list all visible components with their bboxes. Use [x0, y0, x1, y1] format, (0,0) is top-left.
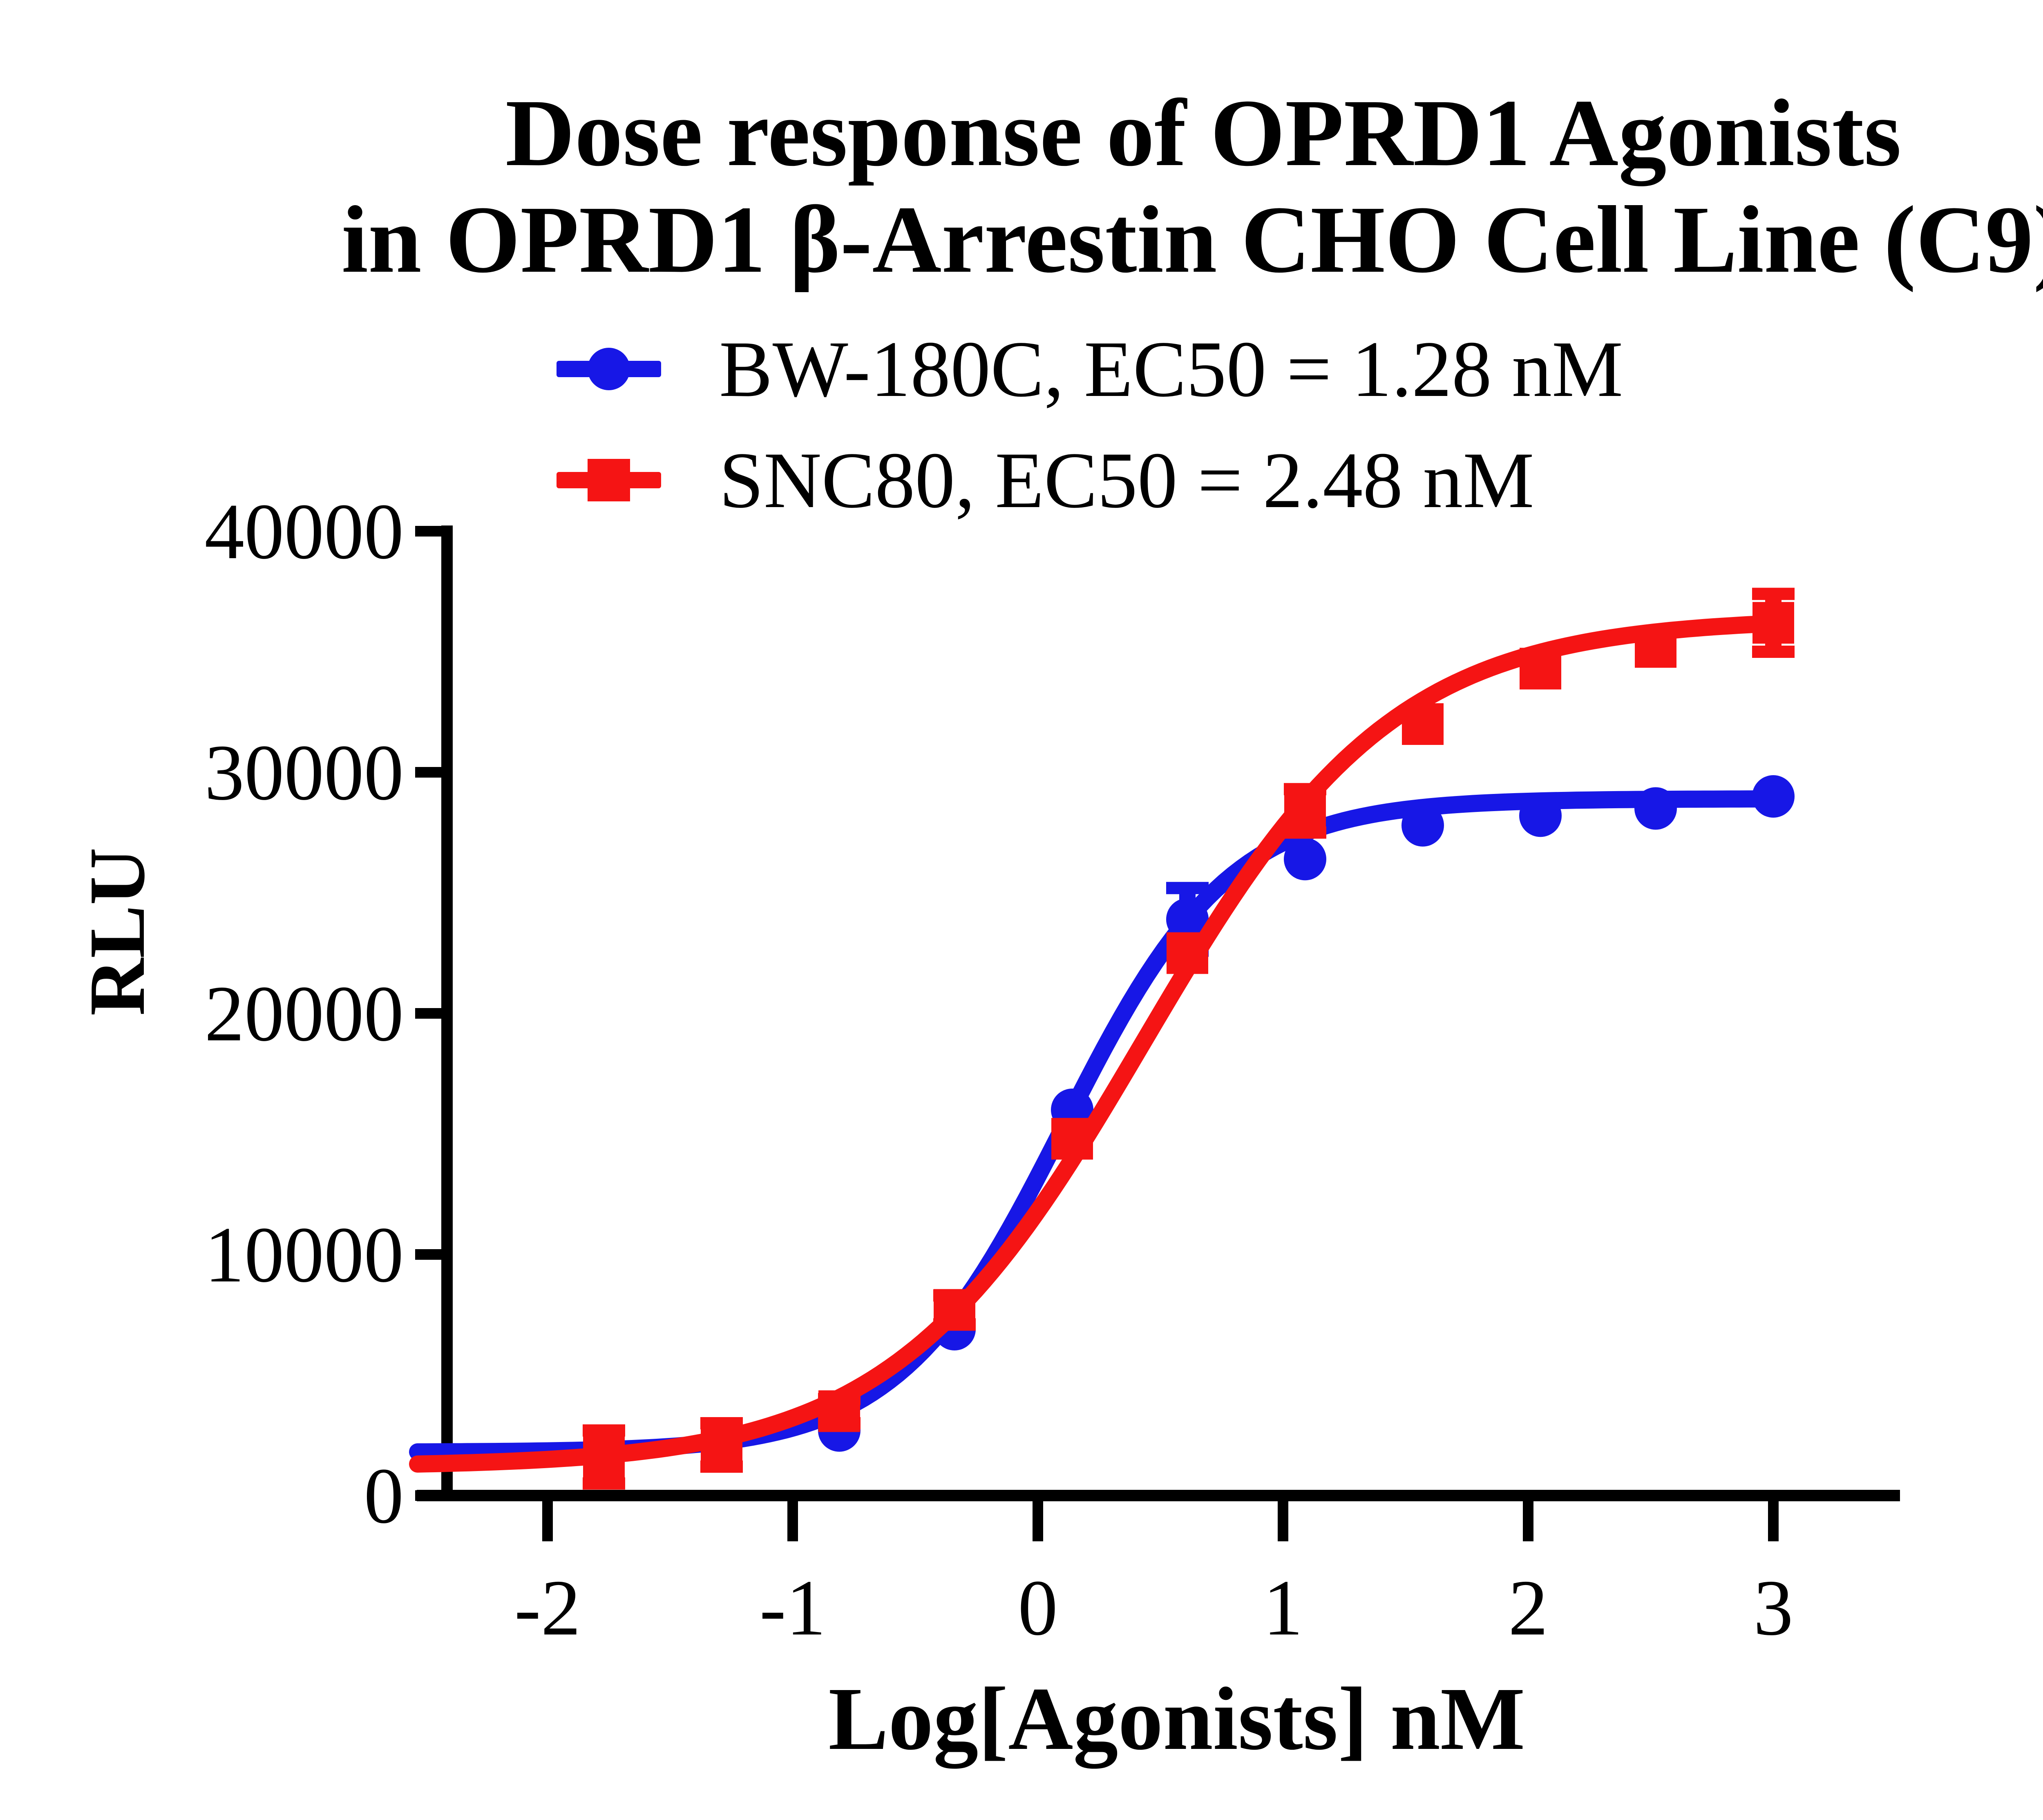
legend-marker-snc80 [557, 450, 661, 510]
x-tick-label--2: -2 [514, 1564, 581, 1652]
marker-snc80-5 [1167, 932, 1208, 974]
marker-snc80-10 [1752, 602, 1794, 644]
x-tick-label-2: 2 [1508, 1564, 1548, 1652]
y-axis-title: RLU [73, 847, 161, 1016]
marker-snc80-1 [701, 1424, 742, 1466]
legend-label-snc80: SNC80, EC50 = 2.48 nM [719, 436, 1534, 525]
y-tick-label-40000: 40000 [205, 487, 404, 576]
chart-title-line2: in OPRD1 β-Arrestin CHO Cell Line (C9) [341, 186, 2043, 293]
x-axis-title: Log[Agonists] nM [828, 1669, 1525, 1769]
chart-title-line1: Dose response of OPRD1 Agonists [505, 80, 1902, 186]
marker-bw-180c-5 [1166, 898, 1209, 941]
legend-circle-icon [588, 348, 630, 390]
x-tick-label-3: 3 [1753, 1564, 1793, 1652]
legend-item-bw-180c: BW-180C, EC50 = 1.28 nM [557, 325, 1623, 414]
y-tick-label-10000: 10000 [205, 1211, 404, 1299]
x-tick-label-1: 1 [1263, 1564, 1303, 1652]
marker-snc80-3 [934, 1289, 975, 1331]
marker-snc80-9 [1635, 626, 1676, 668]
marker-snc80-4 [1051, 1118, 1093, 1160]
marker-bw-180c-6 [1284, 838, 1326, 881]
legend: BW-180C, EC50 = 1.28 nM SNC80, EC50 = 2.… [557, 325, 1623, 525]
marker-bw-180c-8 [1519, 794, 1562, 837]
marker-bw-180c-9 [1634, 787, 1677, 830]
x-tick-label-0: 0 [1018, 1564, 1058, 1652]
marker-snc80-7 [1402, 703, 1444, 745]
y-tick-label-0: 0 [364, 1452, 404, 1540]
marker-snc80-2 [818, 1390, 860, 1432]
chart-title: Dose response of OPRD1 Agonists in OPRD1… [282, 80, 2043, 293]
y-tick-label-30000: 30000 [205, 729, 404, 817]
y-tick-label-20000: 20000 [205, 970, 404, 1058]
legend-item-snc80: SNC80, EC50 = 2.48 nM [557, 436, 1623, 525]
marker-bw-180c-7 [1401, 804, 1444, 847]
x-tick-label--1: -1 [760, 1564, 826, 1652]
legend-marker-bw-180c [557, 339, 661, 399]
marker-snc80-0 [583, 1436, 625, 1478]
marker-snc80-6 [1284, 790, 1326, 832]
marker-snc80-8 [1520, 648, 1561, 690]
legend-label-bw-180c: BW-180C, EC50 = 1.28 nM [719, 324, 1623, 414]
legend-square-icon [588, 459, 630, 501]
fit-curve-snc80 [409, 615, 1782, 1473]
marker-bw-180c-10 [1752, 775, 1795, 818]
